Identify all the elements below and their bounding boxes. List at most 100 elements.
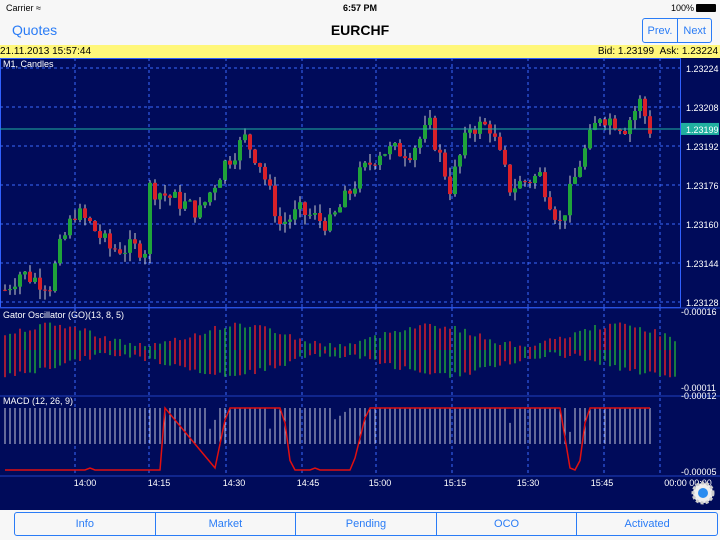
current-price-label: 1.23199	[686, 125, 719, 135]
tab-market[interactable]: Market	[154, 513, 296, 535]
tab-pending[interactable]: Pending	[295, 513, 436, 535]
candle-bear	[28, 271, 32, 282]
candle-bear	[433, 117, 437, 150]
candle-bear	[443, 152, 447, 177]
candle-bear	[408, 158, 412, 161]
candle-bull	[453, 166, 457, 195]
candle-bear	[493, 133, 497, 137]
candle-bull	[148, 182, 152, 254]
candle-bear	[368, 162, 372, 165]
chart-area[interactable]: 1.23224 1.23208 1.23192 1.23176 1.23160 1.231…	[0, 58, 720, 510]
candle-bull	[298, 202, 302, 210]
candle-bear	[113, 248, 117, 250]
candle-bull	[578, 166, 582, 177]
time-tick-label: 15:00	[369, 478, 392, 488]
candle-bull	[213, 187, 217, 193]
gator-tick-label: -0.00016	[681, 307, 717, 317]
tab-activated[interactable]: Activated	[576, 513, 717, 535]
candle-bull	[383, 154, 387, 156]
ask-price: Ask: 1.23224	[659, 46, 718, 57]
candle-bull	[223, 160, 227, 180]
candle-bear	[603, 119, 607, 126]
bid-price: Bid: 1.23199	[597, 46, 655, 57]
candle-bear	[178, 191, 182, 209]
price-tick-label: 1.23144	[686, 259, 719, 269]
candle-bear	[253, 149, 257, 164]
candle-bear	[508, 164, 512, 193]
candle-bull	[468, 129, 472, 133]
next-button[interactable]: Next	[677, 19, 711, 42]
candle-bear	[373, 164, 377, 166]
chart-svg[interactable]: 1.23224 1.23208 1.23192 1.23176 1.23160 1.231…	[0, 58, 720, 510]
candle-bear	[138, 243, 142, 258]
candle-bear	[153, 182, 157, 200]
candle-bear	[273, 185, 277, 217]
candle-bear	[73, 218, 77, 221]
candle-bear	[643, 98, 647, 117]
carrier: Carrier	[6, 3, 34, 13]
candle-bear	[528, 182, 532, 184]
candle-bull	[598, 119, 602, 123]
candle-bear	[258, 163, 262, 167]
candle-bear	[133, 239, 137, 244]
candle-bull	[338, 207, 342, 213]
candle-bull	[243, 134, 247, 141]
candle-bear	[88, 217, 92, 222]
time-tick-label: 14:15	[148, 478, 171, 488]
candle-bull	[308, 214, 312, 216]
current-price-badge	[681, 122, 719, 135]
time-tick-label: 15:30	[517, 478, 540, 488]
candle-bull	[188, 200, 192, 202]
candle-bull	[513, 188, 517, 193]
tab-oco[interactable]: OCO	[435, 513, 577, 535]
candle-bull	[283, 221, 287, 225]
candle-bull	[363, 162, 367, 168]
candle-bull	[423, 125, 427, 139]
candle-bull	[463, 132, 467, 156]
candle-bull	[533, 175, 537, 184]
macd-signal-line	[5, 406, 650, 471]
candle-bear	[548, 197, 552, 210]
prev-button[interactable]: Prev.	[647, 25, 673, 37]
candle-bull	[413, 147, 417, 161]
candle-bull	[428, 117, 432, 126]
candle-bull	[518, 181, 522, 189]
candle-bull	[378, 155, 382, 166]
candle-bear	[318, 213, 322, 222]
candle-bear	[613, 118, 617, 130]
candle-bull	[353, 188, 357, 194]
candle-bull	[33, 277, 37, 282]
time-tick-label: 00:00 00:00	[664, 478, 712, 488]
candle-bull	[183, 201, 187, 209]
quote-bar: 21.11.2013 15:57:44 Bid: 1.23199 Ask: 1.…	[0, 45, 720, 58]
candle-bull	[538, 172, 542, 176]
candle-bear	[248, 134, 252, 150]
candle-bear	[448, 176, 452, 195]
candle-bull	[158, 193, 162, 200]
candle-bear	[303, 202, 307, 216]
battery-icon	[696, 4, 716, 12]
candle-bull	[103, 233, 107, 238]
gator-title: Gator Oscillator (GO)(13, 8, 5)	[3, 310, 124, 320]
candle-bear	[398, 143, 402, 157]
candle-bear	[498, 136, 502, 150]
candle-bull	[78, 208, 82, 221]
order-tabs: Info Market Pending OCO Activated	[14, 512, 718, 536]
candle-bull	[203, 202, 207, 206]
tab-info[interactable]: Info	[75, 518, 94, 530]
candle-bear	[438, 149, 442, 153]
candle-bear	[193, 200, 197, 218]
candle-bear	[48, 290, 52, 292]
price-tick-label: 1.23208	[686, 103, 719, 113]
gear-icon[interactable]	[690, 480, 716, 506]
page-title: EURCHF	[330, 22, 390, 38]
candle-bear	[558, 219, 562, 221]
candle-bear	[553, 209, 557, 220]
price-tick-label: 1.23128	[686, 298, 719, 308]
candle-bull	[198, 205, 202, 218]
candle-bear	[93, 221, 97, 232]
quotes-back-button[interactable]: Quotes	[12, 22, 58, 38]
clock: 6:57 PM	[342, 3, 377, 13]
gator-tick-label: -0.00011	[681, 383, 716, 393]
price-tick-label: 1.23160	[686, 220, 719, 230]
